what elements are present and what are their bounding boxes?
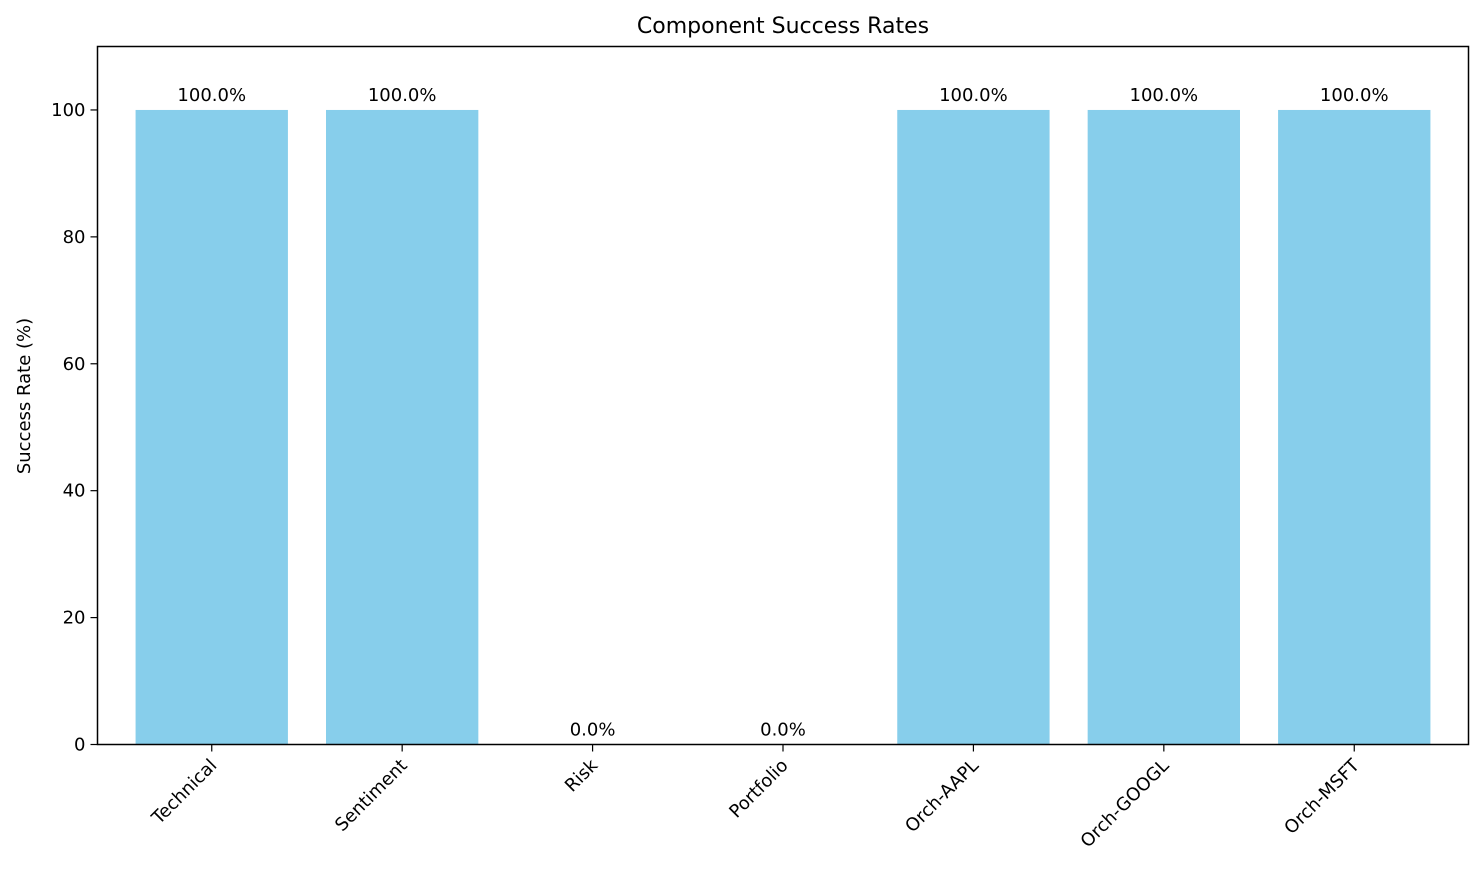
bar-sentiment bbox=[326, 109, 479, 745]
y-axis-label: Success Rate (%) bbox=[14, 318, 35, 474]
data-label-orch-googl: 100.0% bbox=[1130, 85, 1199, 106]
data-label-orch-msft: 100.0% bbox=[1320, 85, 1389, 106]
bar-orch-googl bbox=[1087, 109, 1240, 745]
bars-group bbox=[135, 109, 1431, 745]
data-label-technical: 100.0% bbox=[177, 85, 246, 106]
y-tick-label: 0 bbox=[74, 735, 85, 756]
plot-area-frame bbox=[96, 45, 1470, 746]
y-tick-label: 100 bbox=[51, 100, 85, 121]
y-tick-label: 40 bbox=[63, 481, 86, 502]
y-axis-ticks: 0 20 40 60 80 100 bbox=[51, 100, 98, 756]
data-label-sentiment: 100.0% bbox=[368, 85, 437, 106]
y-tick-label: 60 bbox=[63, 354, 86, 375]
y-tick-label: 20 bbox=[63, 608, 86, 629]
y-tick-label: 80 bbox=[63, 227, 86, 248]
chart-title: Component Success Rates bbox=[637, 14, 929, 39]
data-label-portfolio: 0.0% bbox=[760, 720, 806, 741]
bar-orch-msft bbox=[1278, 109, 1431, 745]
bar-orch-aapl bbox=[897, 109, 1050, 745]
bar-technical bbox=[135, 109, 288, 745]
data-labels-group: 100.0% 100.0% 0.0% 0.0% 100.0% 100.0% 100.0% bbox=[177, 85, 1388, 741]
data-label-risk: 0.0% bbox=[570, 720, 616, 741]
data-label-orch-aapl: 100.0% bbox=[939, 85, 1008, 106]
